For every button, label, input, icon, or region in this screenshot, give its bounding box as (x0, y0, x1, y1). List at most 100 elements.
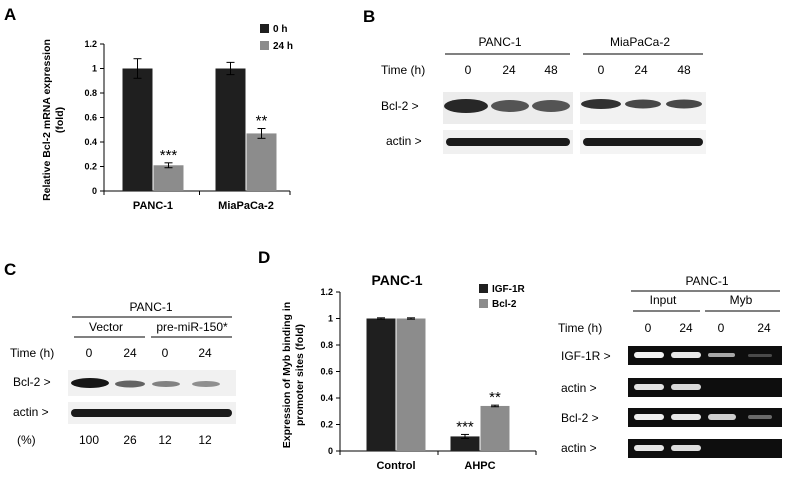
chart-a-ytick-label-2: 0.4 (84, 137, 97, 147)
chart-a-category-0: PANC-1 (133, 200, 173, 212)
band-b-bcl2-4 (581, 99, 621, 109)
chart-d-bar-s0-c0 (366, 318, 396, 451)
panel-c-pct-2: 12 (158, 433, 172, 447)
panel-b-group-panc1: PANC-1 (478, 35, 521, 49)
panel-b-time-4: 24 (634, 63, 648, 77)
band-b-bcl2-1 (444, 99, 488, 113)
chart-d-bar-s1-c1 (480, 405, 510, 451)
panel-d-gel-row-actin2: actin > (561, 441, 597, 455)
gel-bcl2-band-3 (708, 414, 736, 420)
panel-b-time-5: 48 (677, 63, 691, 77)
gel-igf1r-band-4 (748, 354, 772, 357)
panel-c-pct-3: 12 (198, 433, 212, 447)
chart-d-legend-igf1r: IGF-1R (492, 284, 526, 295)
gel-actin1-strip (628, 378, 782, 397)
chart-d-legend-swatch-igf1r (479, 284, 488, 293)
chart-a-significance-1: ** (256, 113, 268, 130)
chart-d-ytick-label-0: 0 (328, 446, 333, 456)
chart-a-legend-swatch-0h (260, 24, 269, 33)
panel-d-gel-row-igf1r: IGF-1R > (561, 349, 611, 363)
band-c-bcl2-1 (71, 378, 109, 388)
panel-c-time-3: 24 (198, 346, 212, 360)
panel-c-time-0: 0 (86, 346, 93, 360)
gel-igf1r-strip (628, 346, 782, 365)
chart-a-ytick-label-1: 0.2 (84, 162, 97, 172)
chart-a-bar-s0-c0 (122, 68, 153, 191)
panel-a: A Relative Bcl-2 mRNA expression (fold) … (4, 5, 293, 212)
chart-a-ytick-label-4: 0.8 (84, 88, 97, 98)
band-c-bcl2-4 (192, 381, 220, 387)
band-b-bcl2-3 (532, 100, 570, 112)
gel-igf1r-band-1 (634, 352, 664, 358)
chart-a-significance-0: *** (160, 147, 178, 164)
panel-c-time-label: Time (h) (10, 346, 54, 360)
chart-d-legend-bcl2: Bcl-2 (492, 299, 517, 310)
panel-c-time-2: 0 (162, 346, 169, 360)
panel-d: D PANC-1 Expression of Myb binding in pr… (258, 248, 537, 472)
chart-d-category-1: AHPC (464, 460, 495, 472)
panel-d-ylabel-line1: Expression of Myb binding in (281, 302, 293, 448)
gel-bcl2-band-1 (634, 414, 664, 420)
chart-d-ytick-label-3: 0.6 (320, 367, 333, 377)
band-b-actin-left (446, 138, 570, 146)
gel-actin1-band-1 (634, 384, 664, 390)
panel-c-time-1: 24 (123, 346, 137, 360)
panel-d-gel-row-bcl2: Bcl-2 > (561, 411, 599, 425)
chart-d-ytick-label-1: 0.2 (320, 420, 333, 430)
chart-a-legend-24h: 24 h (273, 41, 293, 52)
gel-actin1-band-2 (671, 384, 701, 390)
panel-d-gel-time-2: 0 (718, 321, 725, 335)
gel-bcl2-strip (628, 408, 782, 427)
panel-c-row-actin: actin > (13, 405, 49, 419)
panel-d-gel-group-myb: Myb (730, 293, 753, 307)
panel-c-pct-label: (%) (17, 433, 36, 447)
panel-c-pct-0: 100 (79, 433, 99, 447)
chart-d-category-0: Control (376, 460, 415, 472)
panel-b-row-actin: actin > (386, 134, 422, 148)
chart-a-legend-0h: 0 h (273, 24, 287, 35)
chart-a-bar-s0-c1 (215, 68, 246, 191)
panel-b-time-3: 0 (598, 63, 605, 77)
panel-d-ylabel: Expression of Myb binding in promoter si… (281, 302, 306, 448)
panel-c-cell: PANC-1 (129, 300, 172, 314)
chart-d-bar-s1-c0 (396, 318, 426, 451)
panel-b-row-bcl2: Bcl-2 > (381, 99, 419, 113)
panel-d-gel-time-label: Time (h) (558, 321, 602, 335)
panel-c-letter: C (4, 260, 16, 279)
panel-d-letter: D (258, 248, 270, 267)
gel-bcl2-band-2 (671, 414, 701, 420)
panel-d-gel: PANC-1 Input Myb Time (h) 0 24 0 24 IGF-… (558, 274, 782, 458)
panel-d-ylabel-line2: promoter sites (fold) (294, 324, 306, 426)
chart-d-title: PANC-1 (371, 272, 422, 288)
chart-a-ytick-label-3: 0.6 (84, 113, 97, 123)
band-b-bcl2-2 (491, 100, 529, 112)
panel-d-gel-time-1: 24 (679, 321, 693, 335)
panel-d-gel-group-input: Input (650, 293, 677, 307)
panel-c-pct-1: 26 (123, 433, 137, 447)
chart-d-ytick-label-6: 1.2 (320, 287, 333, 297)
panel-b-time-label: Time (h) (381, 63, 425, 77)
panel-c-group-vector: Vector (89, 320, 123, 334)
chart-a-ytick-label-5: 1 (92, 64, 97, 74)
chart-d-ytick-label-2: 0.4 (320, 393, 333, 403)
chart-d-significance-0: *** (456, 418, 474, 435)
gel-igf1r-band-3 (708, 353, 735, 357)
panel-b-time-0: 0 (465, 63, 472, 77)
panel-d-gel-row-actin1: actin > (561, 381, 597, 395)
chart-a-bar-s1-c0 (153, 165, 184, 191)
panel-d-gel-time-3: 24 (757, 321, 771, 335)
chart-d-legend-swatch-bcl2 (479, 299, 488, 308)
chart-d-ytick-label-4: 0.8 (320, 340, 333, 350)
gel-actin2-band-2 (671, 445, 701, 451)
chart-a-ytick-label-6: 1.2 (84, 39, 97, 49)
panel-b-time-2: 48 (544, 63, 558, 77)
gel-igf1r-band-2 (671, 352, 701, 358)
gel-bcl2-band-4 (748, 415, 772, 419)
band-c-bcl2-2 (115, 380, 145, 388)
chart-a-bar-s1-c1 (246, 133, 277, 191)
band-c-actin (71, 409, 232, 417)
panel-d-gel-time-0: 0 (645, 321, 652, 335)
